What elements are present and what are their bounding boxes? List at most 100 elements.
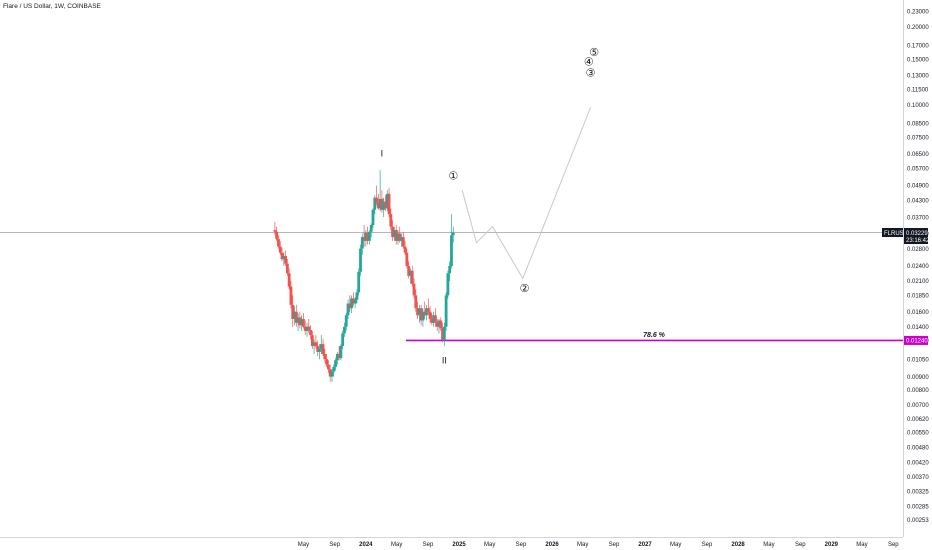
time-tick-label: 2027 xyxy=(638,542,652,548)
candle-body xyxy=(398,233,402,241)
price-tick-label: 0.01050 xyxy=(907,357,929,363)
price-tick-label: 0.00325 xyxy=(907,490,929,496)
candle-body xyxy=(282,256,286,260)
candle-body xyxy=(277,238,280,247)
candle-body xyxy=(400,237,403,241)
candle-body xyxy=(348,303,352,309)
candle-body xyxy=(414,295,418,309)
candle-body xyxy=(291,304,295,319)
candle-body xyxy=(316,346,320,352)
wave-label: ② xyxy=(520,283,530,295)
candle-body xyxy=(303,326,307,331)
candle-body xyxy=(337,353,341,359)
candle-body xyxy=(294,311,298,323)
candle-body xyxy=(391,226,395,238)
candle-body xyxy=(307,326,311,331)
candle-body xyxy=(332,366,336,372)
price-tick-label: 0.00420 xyxy=(907,461,929,467)
candle-body xyxy=(325,359,329,365)
price-tick-label: 0.00285 xyxy=(907,504,929,510)
candle-body xyxy=(296,317,300,323)
candle-body xyxy=(364,232,368,241)
price-tick-label: 0.01600 xyxy=(907,310,929,316)
candle-body xyxy=(439,320,443,329)
candle-body xyxy=(380,198,384,210)
candle-body xyxy=(335,353,339,361)
candle-body xyxy=(284,256,287,264)
candle-body xyxy=(432,315,436,323)
candle-body xyxy=(442,326,446,340)
candle-body xyxy=(350,298,353,309)
candle-body xyxy=(318,348,321,352)
candle-body xyxy=(387,193,391,215)
price-tick-label: 0.04300 xyxy=(907,198,929,204)
candle-body xyxy=(278,246,282,253)
candle-body xyxy=(369,225,373,232)
candle-body xyxy=(305,326,309,331)
candle-body xyxy=(426,308,430,312)
candle-body xyxy=(425,308,428,316)
symbol-tag: FLRUSD xyxy=(882,228,909,238)
price-tick-label: 0.00620 xyxy=(907,417,929,423)
candle-body xyxy=(378,198,382,209)
candle-body xyxy=(362,237,366,241)
candle-body xyxy=(428,311,432,319)
price-tick-label: 0.10000 xyxy=(907,103,929,109)
symbol-tag-bg xyxy=(882,228,903,238)
chart-title: Flare / US Dollar, 1W, COINBASE xyxy=(3,3,101,10)
candle-body xyxy=(446,273,450,296)
candle-body xyxy=(353,299,357,304)
price-tick-label: 0.02400 xyxy=(907,264,929,270)
candle-body xyxy=(287,273,291,287)
fib-price-tag-label: 0.01240 xyxy=(906,339,928,345)
candle-body xyxy=(409,270,412,276)
price-tick-label: 0.13000 xyxy=(907,74,929,80)
time-tick-label: 2028 xyxy=(731,542,745,548)
wave-label: I xyxy=(381,149,384,159)
price-tick-label: 0.23000 xyxy=(907,9,929,15)
candle-body xyxy=(412,283,416,296)
candle-body xyxy=(309,330,312,336)
candle-body xyxy=(421,311,425,321)
wave-label: II xyxy=(442,355,447,365)
time-tick-label: May xyxy=(484,542,495,548)
bar-countdown-label: 23:16:42 xyxy=(906,238,930,244)
price-tick-label: 0.00550 xyxy=(907,430,929,436)
candle-body xyxy=(444,295,448,327)
wave-label: ③ xyxy=(586,68,596,80)
candle-body xyxy=(371,209,375,226)
price-tick-label: 0.07500 xyxy=(907,136,929,142)
candle-body xyxy=(334,360,337,367)
candle-body xyxy=(423,311,427,316)
candle-body xyxy=(435,322,439,327)
candle-body xyxy=(273,230,277,232)
candle-body xyxy=(328,369,332,377)
price-tick-label: 0.00480 xyxy=(907,446,929,452)
candle-body xyxy=(285,263,289,274)
candle-body xyxy=(344,315,348,327)
price-tick-label: 0.04900 xyxy=(907,184,929,190)
candle-body xyxy=(373,197,377,210)
price-tick-label: 0.20000 xyxy=(907,25,929,31)
price-tick-label: 0.01850 xyxy=(907,294,929,300)
wave-label: ① xyxy=(448,171,458,183)
time-tick-label: Sep xyxy=(888,542,899,548)
candle-body xyxy=(451,232,455,236)
candle-body xyxy=(275,231,279,239)
time-tick-label: May xyxy=(298,542,309,548)
candle-body xyxy=(368,231,371,241)
time-tick-label: May xyxy=(670,542,681,548)
candle-body xyxy=(302,318,305,327)
time-tick-label: Sep xyxy=(329,542,340,548)
wave-label: ④ xyxy=(584,56,594,68)
candle-body xyxy=(359,248,362,272)
price-tick-label: 0.08500 xyxy=(907,122,929,128)
projection-path xyxy=(461,107,592,280)
candle-body xyxy=(416,308,419,316)
price-tick-label: 0.06500 xyxy=(907,152,929,158)
candle-body xyxy=(321,344,325,354)
candle-body xyxy=(405,252,409,266)
candle-body xyxy=(319,344,323,349)
